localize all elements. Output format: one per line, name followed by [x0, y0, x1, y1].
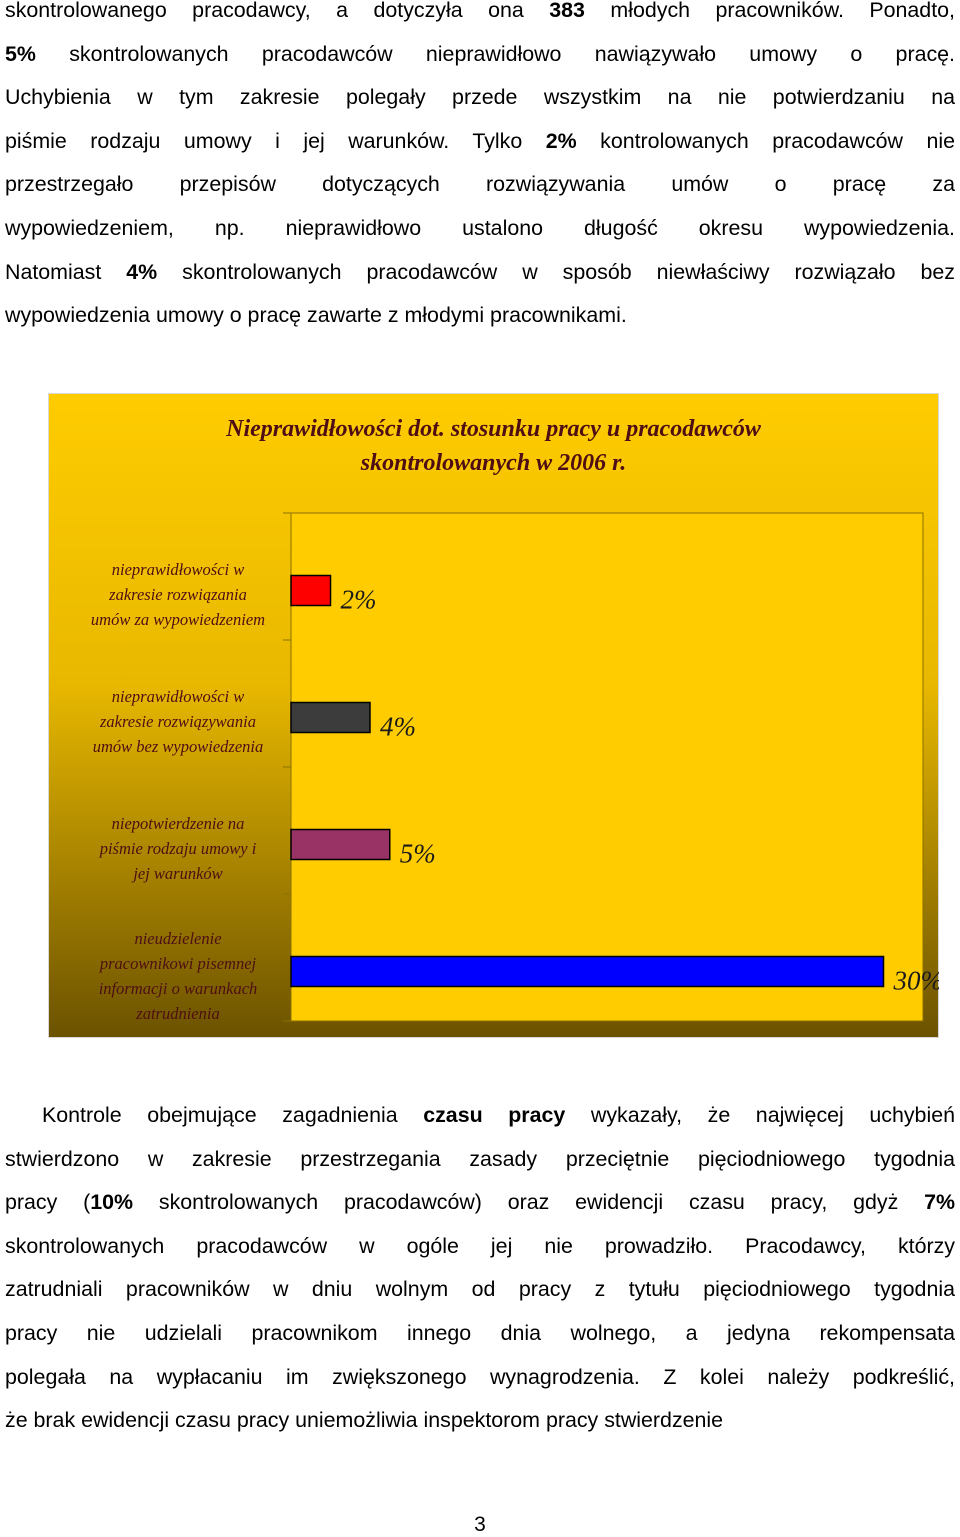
bottom-paragraph-line: że brak ewidencji czasu pracy uniemożliw… — [5, 1399, 955, 1443]
data-label: 2% — [341, 585, 377, 615]
data-label: 4% — [380, 712, 416, 742]
bold-text: 2% — [545, 128, 577, 153]
text-run: Uchybienia w tym zakresie polegały przed… — [5, 85, 955, 110]
category-label: niepotwierdzenie na piśmie rodzaju umowy… — [99, 814, 257, 883]
bar — [290, 955, 885, 988]
top-paragraph-line: piśmie rodzaju umowy i jej warunków. Tyl… — [5, 120, 955, 164]
bar — [290, 828, 391, 861]
text-run: kontrolowanych pracodawców nie — [576, 128, 955, 153]
top-paragraph-line: przestrzegało przepisów dotyczących rozw… — [5, 163, 955, 207]
bottom-paragraph-line: Kontrole obejmujące zagadnienia czasu pr… — [5, 1094, 955, 1138]
text-run: skontrolowanych pracodawców) oraz ewiden… — [133, 1190, 925, 1215]
bold-text: 4% — [126, 259, 158, 284]
category-label: nieudzielenie pracownikowi pisemnej info… — [98, 928, 258, 1023]
category-label: nieprawidłowości w zakresie rozwiązania … — [90, 560, 266, 629]
text-run: zatrudniali pracowników w dniu wolnym od… — [5, 1277, 955, 1302]
bold-text: 5% — [5, 41, 36, 66]
bottom-paragraph: Kontrole obejmujące zagadnienia czasu pr… — [5, 1094, 955, 1443]
bold-text: 10% — [90, 1190, 134, 1215]
bottom-paragraph-line: skontrolowanych pracodawców w ogóle jej … — [5, 1225, 955, 1269]
text-run: że brak ewidencji czasu pracy uniemożliw… — [5, 1408, 724, 1433]
text-run: wykazały, że najwięcej uchybień — [565, 1103, 955, 1127]
data-label: 30% — [893, 966, 940, 996]
bottom-paragraph-line: pracy nie udzielali pracownikom innego d… — [5, 1312, 955, 1356]
bottom-paragraph-line: stwierdzono w zakresie przestrzegania za… — [5, 1138, 955, 1182]
text-run: młodych pracowników. Ponadto, — [584, 0, 955, 22]
text-run: stwierdzono w zakresie przestrzegania za… — [5, 1146, 955, 1171]
bar — [290, 574, 332, 607]
chart-title-line-1: Nieprawidłowości dot. stosunku pracy u p… — [226, 416, 761, 442]
bold-text: czasu pracy — [423, 1103, 566, 1127]
text-run: Natomiast — [5, 259, 127, 284]
top-paragraph: skontrolowanego pracodawcy, a dotyczyła … — [5, 0, 955, 338]
category-label: nieprawidłowości w zakresie rozwiązywani… — [92, 687, 264, 756]
text-run: wypowiedzeniem, np. nieprawidłowo ustalo… — [5, 215, 955, 240]
text-run: pracy nie udzielali pracownikom innego d… — [5, 1320, 955, 1345]
text-run: wypowiedzenia umowy o pracę zawarte z mł… — [5, 303, 627, 328]
text-run: polegała na wypłacaniu im zwiększonego w… — [5, 1364, 955, 1389]
top-paragraph-line: Natomiast 4% skontrolowanych pracodawców… — [5, 251, 955, 295]
bold-text: 7% — [924, 1190, 955, 1215]
data-label: 5% — [400, 839, 436, 869]
text-run: skontrolowanych pracodawców w ogóle jej … — [5, 1233, 955, 1258]
chart-title-line-2: skontrolowanych w 2006 r. — [360, 450, 627, 476]
text-run: skontrolowanych pracodawców w sposób nie… — [157, 259, 955, 284]
bottom-paragraph-line: pracy (10% skontrolowanych pracodawców) … — [5, 1181, 955, 1225]
top-paragraph-line: wypowiedzenia umowy o pracę zawarte z mł… — [5, 294, 955, 338]
bold-text: 383 — [549, 0, 585, 22]
text-run: Kontrole obejmujące zagadnienia — [42, 1103, 424, 1127]
top-paragraph-line: skontrolowanego pracodawcy, a dotyczyła … — [5, 0, 955, 33]
bottom-paragraph-line: polegała na wypłacaniu im zwiększonego w… — [5, 1356, 955, 1400]
top-paragraph-line: 5% skontrolowanych pracodawców nieprawid… — [5, 33, 955, 77]
text-run: skontrolowanych pracodawców nieprawidłow… — [35, 41, 955, 66]
plot-area — [290, 512, 924, 1022]
chart: 2% 4% 5% 30% Nieprawidłowości dot. stosunku… — [48, 393, 939, 1038]
text-run: przestrzegało przepisów dotyczących rozw… — [5, 172, 955, 197]
chart-svg: 2% 4% 5% 30% — [48, 393, 939, 1038]
text-run: skontrolowanego pracodawcy, a dotyczyła … — [5, 0, 550, 22]
top-paragraph-line: wypowiedzeniem, np. nieprawidłowo ustalo… — [5, 207, 955, 251]
top-paragraph-line: Uchybienia w tym zakresie polegały przed… — [5, 76, 955, 120]
text-run: piśmie rodzaju umowy i jej warunków. Tyl… — [5, 128, 546, 153]
page-number: 3 — [474, 1513, 486, 1536]
bar — [290, 701, 371, 734]
bottom-paragraph-line: zatrudniali pracowników w dniu wolnym od… — [5, 1268, 955, 1312]
text-run: pracy ( — [5, 1190, 91, 1215]
